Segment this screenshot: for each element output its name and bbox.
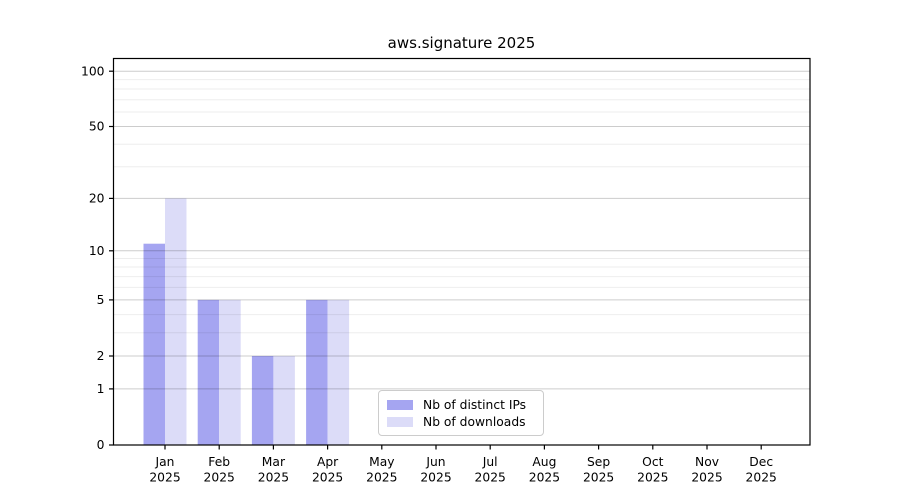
bar-downloads-mar bbox=[273, 356, 295, 445]
x-tick-label-month: Mar bbox=[262, 455, 286, 469]
x-tick-label-year: 2025 bbox=[204, 471, 235, 485]
legend: Nb of distinct IPs Nb of downloads bbox=[378, 390, 544, 436]
x-tick-label-year: 2025 bbox=[366, 471, 397, 485]
bar-distinct-ips-apr bbox=[306, 299, 328, 445]
legend-label-distinct-ips: Nb of distinct IPs bbox=[423, 397, 527, 412]
x-tick-label-month: Oct bbox=[642, 455, 663, 469]
x-tick-label-year: 2025 bbox=[420, 471, 451, 485]
bar-distinct-ips-jan bbox=[143, 243, 165, 445]
legend-item-distinct-ips: Nb of distinct IPs bbox=[387, 398, 535, 412]
plot-border bbox=[112, 57, 811, 446]
legend-item-downloads: Nb of downloads bbox=[387, 415, 535, 429]
bar-distinct-ips-mar bbox=[251, 356, 274, 445]
x-tick-label-month: Apr bbox=[317, 455, 339, 469]
y-tick-label: 5 bbox=[97, 293, 105, 307]
y-tick-label: 0 bbox=[97, 438, 105, 452]
legend-swatch-downloads bbox=[387, 416, 413, 427]
bar-downloads-apr bbox=[327, 299, 350, 445]
x-tick-label-month: Aug bbox=[532, 455, 556, 469]
x-tick-label-month: Jul bbox=[482, 455, 498, 469]
chart-title: aws.signature 2025 bbox=[387, 34, 536, 52]
bar-downloads-jan bbox=[165, 198, 187, 445]
y-tick-label: 2 bbox=[97, 349, 105, 363]
x-tick-label-month: Dec bbox=[749, 455, 773, 469]
x-tick-label-year: 2025 bbox=[637, 471, 668, 485]
legend-swatch-distinct-ips bbox=[387, 399, 413, 410]
y-tick-label: 20 bbox=[89, 192, 105, 206]
x-tick-label-year: 2025 bbox=[583, 471, 614, 485]
x-tick-label-year: 2025 bbox=[529, 471, 560, 485]
y-tick-label: 50 bbox=[89, 120, 105, 134]
x-tick-label-year: 2025 bbox=[149, 471, 180, 485]
x-tick-label-year: 2025 bbox=[691, 471, 722, 485]
x-tick-label-year: 2025 bbox=[312, 471, 343, 485]
x-tick-label-month: May bbox=[369, 455, 394, 469]
legend-label-downloads: Nb of downloads bbox=[423, 414, 526, 429]
y-tick-label: 100 bbox=[81, 64, 104, 78]
x-tick-label-month: Jun bbox=[425, 455, 445, 469]
x-tick-label-year: 2025 bbox=[258, 471, 289, 485]
x-tick-label-month: Sep bbox=[587, 455, 610, 469]
x-tick-label-year: 2025 bbox=[746, 471, 777, 485]
bar-downloads-feb bbox=[219, 299, 241, 445]
bar-distinct-ips-feb bbox=[197, 299, 220, 445]
y-tick-label: 1 bbox=[97, 382, 105, 396]
x-tick-label-year: 2025 bbox=[475, 471, 506, 485]
x-tick-label-month: Feb bbox=[208, 455, 230, 469]
y-tick-label: 10 bbox=[89, 244, 105, 258]
x-tick-label-month: Nov bbox=[695, 455, 719, 469]
x-tick-label-month: Jan bbox=[155, 455, 175, 469]
